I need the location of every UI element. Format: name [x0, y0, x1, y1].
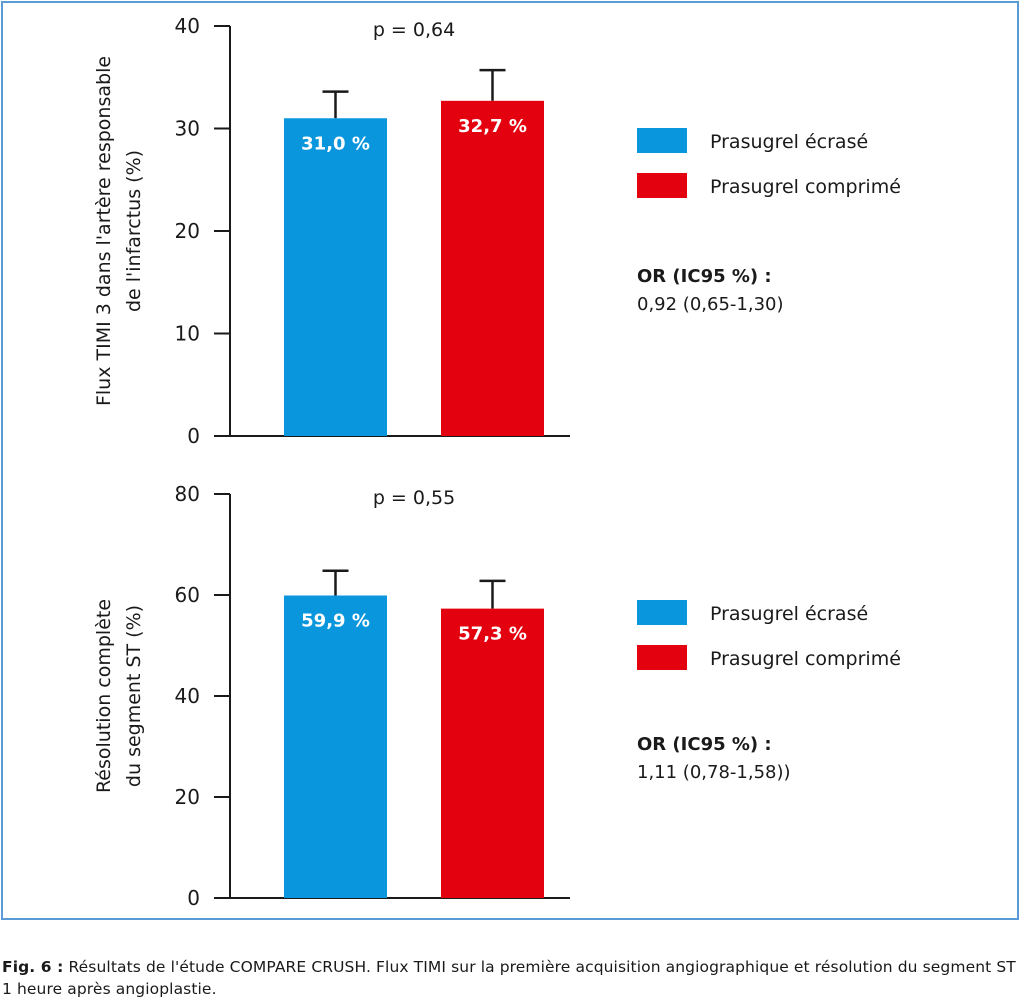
odds-ratio-title: OR (IC95 %) : [637, 266, 772, 287]
legend-label: Prasugrel écrasé [710, 603, 868, 625]
y-tick-label: 40 [175, 14, 200, 38]
caption-text: Résultats de l'étude COMPARE CRUSH. Flux… [2, 958, 1016, 998]
bar [441, 100, 544, 436]
legend-label: Prasugrel comprimé [710, 176, 901, 198]
y-tick-label: 10 [175, 322, 200, 346]
y-tick-label: 20 [175, 785, 200, 809]
legend-swatch [637, 645, 687, 670]
bar-value-label: 57,3 % [458, 624, 527, 645]
bar [441, 608, 544, 898]
y-axis-label: du segment ST (%) [123, 605, 145, 787]
y-tick-label: 80 [175, 482, 200, 506]
p-value-annotation: p = 0,64 [373, 19, 455, 41]
bar-value-label: 31,0 % [301, 133, 370, 154]
p-value-annotation: p = 0,55 [373, 487, 455, 509]
figure-frame [1, 1, 1019, 920]
y-tick-label: 40 [175, 684, 200, 708]
odds-ratio-value: 0,92 (0,65-1,30) [637, 294, 784, 315]
bar [284, 118, 387, 436]
legend-label: Prasugrel écrasé [710, 131, 868, 153]
odds-ratio-title: OR (IC95 %) : [637, 734, 772, 755]
y-tick-label: 0 [187, 424, 200, 448]
caption-label: Fig. 6 : [2, 958, 64, 976]
figure-caption: Fig. 6 : Résultats de l'étude COMPARE CR… [2, 956, 1022, 1000]
y-tick-label: 20 [175, 219, 200, 243]
y-tick-label: 30 [175, 117, 200, 141]
y-axis-label: Résolution complète [93, 599, 115, 793]
bar [284, 595, 387, 898]
legend-swatch [637, 600, 687, 625]
y-tick-label: 60 [175, 583, 200, 607]
legend-label: Prasugrel comprimé [710, 648, 901, 670]
legend-swatch [637, 173, 687, 198]
bar-value-label: 32,7 % [458, 116, 527, 137]
odds-ratio-value: 1,11 (0,78-1,58)) [637, 762, 791, 783]
y-axis-label: Flux TIMI 3 dans l'artère responsable [93, 56, 115, 406]
legend-swatch [637, 128, 687, 153]
chart-canvas: 0 10 20 30 40 Flux TIMI 3 dans l'artère respo… [93, 14, 901, 910]
y-tick-label: 0 [187, 886, 200, 910]
y-axis-label: de l'infarctus (%) [123, 150, 145, 312]
bar-value-label: 59,9 % [301, 611, 370, 632]
